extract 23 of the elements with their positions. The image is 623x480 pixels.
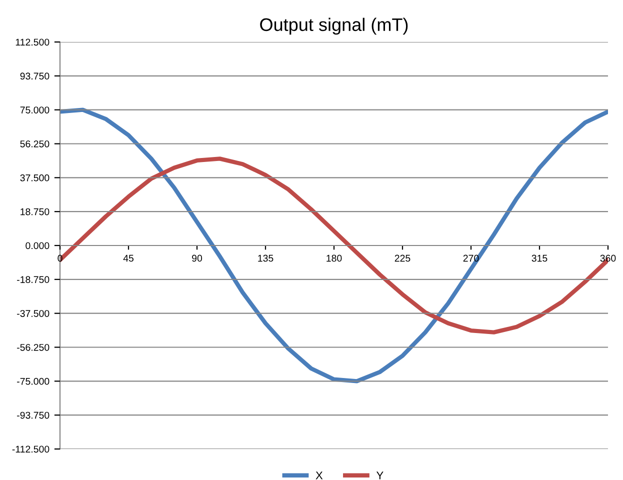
y-tick-label: 37.500 [20,174,50,182]
x-tick-label: 225 [394,254,410,262]
x-tick-label: 180 [326,254,342,262]
x-tick-label: 315 [532,254,548,262]
x-tick-label: 90 [192,254,202,262]
y-tick-label: 0.000 [26,242,50,250]
x-tick-label: 360 [600,254,616,262]
y-tick-label: 93.750 [20,72,50,80]
y-tick-label: 56.250 [20,140,50,148]
x-tick-label: 45 [123,254,134,262]
chart-title: Output signal (mT) [260,18,408,35]
legend-label: X [316,472,323,480]
y-tick-label: -93.750 [17,412,50,419]
y-tick-label: 18.750 [20,208,50,216]
y-tick-label: -18.750 [17,276,50,284]
y-tick-label: 75.000 [20,106,50,114]
legend-label: Y [376,472,384,480]
y-tick-label: -112.500 [12,446,50,453]
y-tick-label: -56.250 [17,344,50,351]
y-tick-label: 112.500 [16,38,50,46]
y-tick-label: -75.000 [17,378,50,385]
x-tick-label: 135 [258,254,274,262]
y-tick-label: -37.500 [17,310,50,317]
